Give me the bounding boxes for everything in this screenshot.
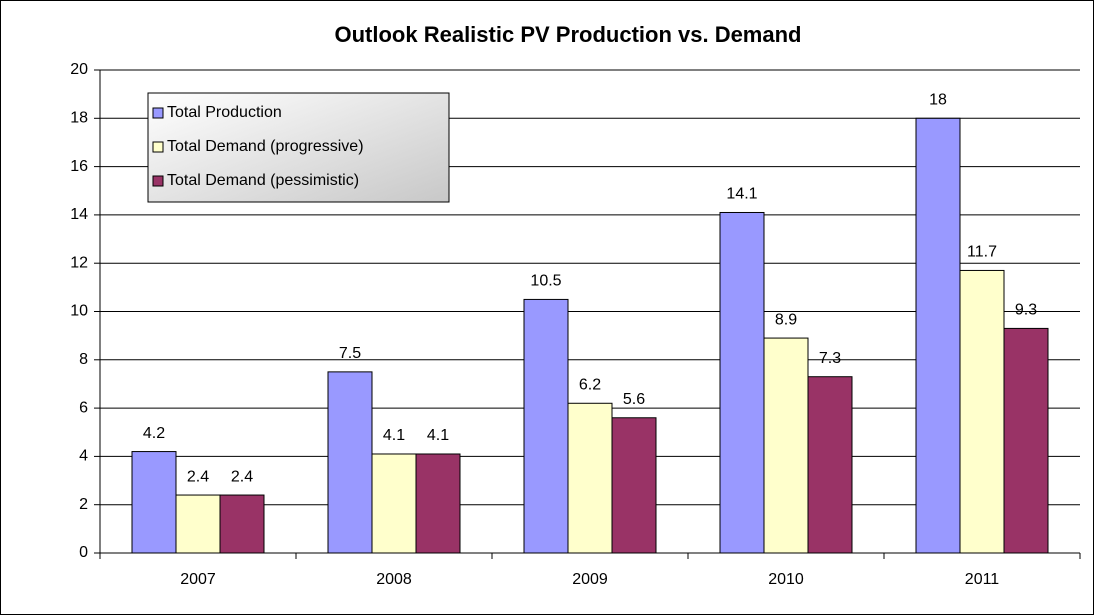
x-tick-label: 2007 <box>180 571 216 588</box>
y-tick-label: 4 <box>79 448 88 465</box>
y-tick-label: 16 <box>70 158 88 175</box>
data-label: 4.1 <box>427 427 449 444</box>
bar <box>219 494 265 554</box>
y-tick-label: 0 <box>79 544 88 561</box>
x-tick-label: 2011 <box>965 571 1000 588</box>
legend-label: Total Demand (progressive) <box>167 138 364 155</box>
bar <box>719 211 765 554</box>
bar <box>807 376 853 554</box>
legend-swatch <box>152 141 164 153</box>
data-label: 4.2 <box>143 425 165 442</box>
bar <box>415 453 461 554</box>
y-tick-label: 12 <box>70 254 88 271</box>
data-label: 4.1 <box>383 427 405 444</box>
legend-swatch <box>152 107 164 119</box>
data-label: 6.2 <box>579 376 601 393</box>
x-tick-label: 2010 <box>768 571 804 588</box>
data-label: 11.7 <box>967 244 997 261</box>
bar <box>1003 327 1049 554</box>
data-label: 2.4 <box>231 468 253 485</box>
bar <box>915 117 961 554</box>
legend-label: Total Production <box>167 104 282 121</box>
bar <box>371 453 417 554</box>
x-tick-label: 2008 <box>376 571 412 588</box>
bar <box>327 371 373 554</box>
y-tick-label: 10 <box>70 303 88 320</box>
y-tick-label: 20 <box>70 61 88 78</box>
bar <box>959 269 1005 554</box>
data-label: 10.5 <box>530 273 561 290</box>
bar <box>611 417 657 554</box>
data-label: 7.5 <box>339 345 361 362</box>
x-tick-label: 2009 <box>572 571 608 588</box>
data-label: 9.3 <box>1015 302 1037 319</box>
y-tick-label: 18 <box>70 110 88 127</box>
legend-box <box>147 92 450 203</box>
data-label: 7.3 <box>819 350 841 367</box>
data-label: 2.4 <box>187 468 209 485</box>
y-tick-label: 2 <box>79 496 88 513</box>
data-label: 18 <box>929 92 947 109</box>
bar <box>131 451 177 554</box>
y-tick-label: 8 <box>79 351 88 368</box>
y-tick-label: 14 <box>70 206 88 223</box>
bar <box>175 494 221 554</box>
y-tick-label: 6 <box>79 399 88 416</box>
legend-label: Total Demand (pessimistic) <box>167 172 359 189</box>
data-label: 5.6 <box>623 391 645 408</box>
data-label: 8.9 <box>775 311 797 328</box>
chart-title: Outlook Realistic PV Production vs. Dema… <box>335 22 802 47</box>
bar <box>567 402 613 554</box>
legend-swatch <box>152 175 164 187</box>
bar <box>763 337 809 554</box>
data-label: 14.1 <box>726 186 757 203</box>
bar <box>523 298 569 554</box>
